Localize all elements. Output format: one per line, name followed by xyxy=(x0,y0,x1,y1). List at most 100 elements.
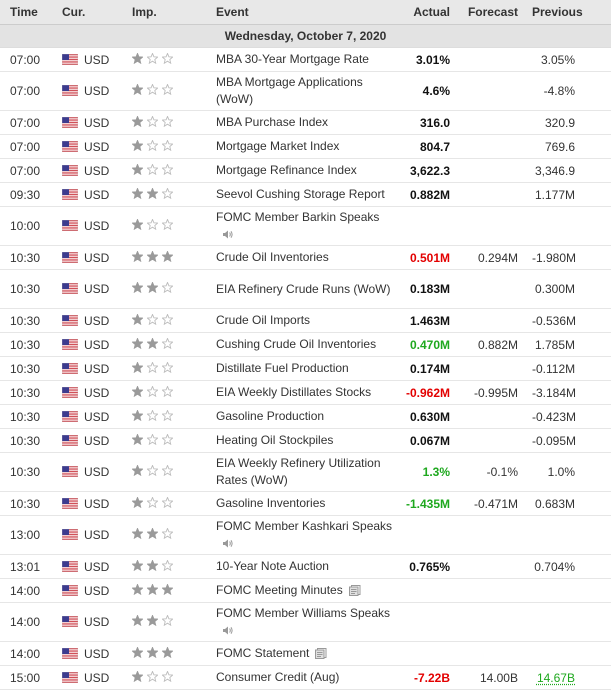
event-cell[interactable]: Gasoline Inventories xyxy=(216,491,394,516)
event-row[interactable]: 14:00 USD FOMC Member Williams Speaks xyxy=(0,602,611,642)
event-name[interactable]: EIA Weekly Distillates Stocks xyxy=(216,385,372,399)
event-cell[interactable]: Heating Oil Stockpiles xyxy=(216,428,394,453)
star-empty-icon xyxy=(147,139,158,151)
event-name[interactable]: FOMC Member Kashkari Speaks xyxy=(216,519,393,533)
event-cell[interactable]: Seevol Cushing Storage Report xyxy=(216,182,394,207)
event-name[interactable]: MBA Mortgage Applications (WoW) xyxy=(216,75,363,106)
event-name[interactable]: Gasoline Inventories xyxy=(216,496,326,510)
event-row[interactable]: 10:30 USD EIA Refinery Crude Runs (WoW) 0.1… xyxy=(0,269,611,309)
actual-value: 0.765% xyxy=(394,554,460,579)
event-row[interactable]: 13:01 USD 10-Year Note Auction 0.765% 0.704% xyxy=(0,554,611,579)
event-row[interactable]: 10:30 USD EIA Weekly Refinery Utilization … xyxy=(0,452,611,492)
importance-stars xyxy=(132,528,173,539)
event-name[interactable]: Cushing Crude Oil Inventories xyxy=(216,337,377,351)
event-row[interactable]: 10:30 USD Crude Oil Imports 1.463M -0.536M xyxy=(0,308,611,333)
event-cell[interactable]: Consumer Credit (Aug) xyxy=(216,665,394,690)
event-name[interactable]: Distillate Fuel Production xyxy=(216,361,349,375)
event-name[interactable]: FOMC Member Barkin Speaks xyxy=(216,210,380,224)
event-cell[interactable]: Crude Oil Imports xyxy=(216,308,394,333)
event-name[interactable]: FOMC Member Williams Speaks xyxy=(216,606,391,620)
importance-cell xyxy=(132,269,216,309)
event-cell[interactable]: EIA Refinery Crude Runs (WoW) xyxy=(216,269,394,309)
forecast-header[interactable]: Forecast xyxy=(460,0,532,25)
event-name[interactable]: FOMC Statement xyxy=(216,646,310,660)
event-cell[interactable]: FOMC Meeting Minutes xyxy=(216,578,394,603)
event-cell[interactable]: Gasoline Production xyxy=(216,404,394,429)
event-cell[interactable]: FOMC Member Williams Speaks xyxy=(216,602,394,642)
event-cell[interactable]: FOMC Member Barkin Speaks xyxy=(216,206,394,246)
event-row[interactable]: 13:00 USD FOMC Member Kashkari Speaks xyxy=(0,515,611,555)
event-cell[interactable]: MBA 30-Year Mortgage Rate xyxy=(216,47,394,72)
event-cell[interactable]: EIA Weekly Refinery Utilization Rates (W… xyxy=(216,452,394,492)
previous-cell: -1.980M xyxy=(532,245,611,270)
event-cell[interactable]: Mortgage Refinance Index xyxy=(216,158,394,183)
event-row[interactable]: 10:30 USD Heating Oil Stockpiles 0.067M -0.0… xyxy=(0,428,611,453)
event-cell[interactable]: 10-Year Note Auction xyxy=(216,554,394,579)
star-empty-icon xyxy=(162,313,173,325)
event-name[interactable]: MBA Purchase Index xyxy=(216,115,329,129)
event-cell[interactable]: Crude Oil Inventories xyxy=(216,245,394,270)
actual-header[interactable]: Actual xyxy=(394,0,460,25)
document-icon[interactable] xyxy=(348,585,361,596)
importance-cell xyxy=(132,380,216,405)
importance-stars xyxy=(132,361,173,373)
event-name[interactable]: MBA 30-Year Mortgage Rate xyxy=(216,52,369,66)
previous-header[interactable]: Previous xyxy=(532,0,611,25)
document-icon[interactable] xyxy=(315,648,327,659)
event-row[interactable]: 14:00 USD FOMC Meeting Minutes xyxy=(0,578,611,603)
event-row[interactable]: 07:00 USD MBA Mortgage Applications (WoW) 4… xyxy=(0,71,611,111)
event-cell[interactable]: MBA Purchase Index xyxy=(216,110,394,135)
event-row[interactable]: 07:00 USD Mortgage Refinance Index 3,622.3 3… xyxy=(0,158,611,183)
star-filled-icon xyxy=(132,583,143,595)
event-name[interactable]: Consumer Credit (Aug) xyxy=(216,670,340,684)
event-row[interactable]: 10:30 USD Gasoline Inventories -1.435M -0.47… xyxy=(0,491,611,516)
event-name[interactable]: Mortgage Refinance Index xyxy=(216,163,357,177)
forecast-value xyxy=(460,182,532,207)
event-row[interactable]: 10:30 USD Gasoline Production 0.630M -0.423M xyxy=(0,404,611,429)
event-row[interactable]: 07:00 USD MBA 30-Year Mortgage Rate 3.01% 3.… xyxy=(0,47,611,72)
event-row[interactable]: 10:30 USD Cushing Crude Oil Inventories 0.4… xyxy=(0,332,611,357)
date-row: Wednesday, October 7, 2020 xyxy=(0,24,611,48)
event-name[interactable]: 10-Year Note Auction xyxy=(216,559,329,573)
actual-value xyxy=(394,206,460,246)
speaker-icon[interactable] xyxy=(222,538,234,549)
event-name[interactable]: Crude Oil Inventories xyxy=(216,250,329,264)
previous-cell: -0.112M xyxy=(532,356,611,381)
previous-cell xyxy=(532,602,611,642)
previous-cell: 1.177M xyxy=(532,182,611,207)
importance-cell xyxy=(132,245,216,270)
time-header[interactable]: Time xyxy=(0,0,62,25)
event-name[interactable]: Crude Oil Imports xyxy=(216,313,311,327)
importance-cell xyxy=(132,404,216,429)
forecast-value xyxy=(460,71,532,111)
event-cell[interactable]: Mortgage Market Index xyxy=(216,134,394,159)
event-name[interactable]: EIA Weekly Refinery Utilization Rates (W… xyxy=(216,456,381,487)
event-row[interactable]: 07:00 USD MBA Purchase Index 316.0 320.9 xyxy=(0,110,611,135)
event-row[interactable]: 07:00 USD Mortgage Market Index 804.7 769.6 xyxy=(0,134,611,159)
event-cell[interactable]: MBA Mortgage Applications (WoW) xyxy=(216,71,394,111)
event-row[interactable]: 14:00 USD FOMC Statement xyxy=(0,641,611,666)
event-header[interactable]: Event xyxy=(216,0,394,25)
event-cell[interactable]: FOMC Statement xyxy=(216,641,394,666)
event-name[interactable]: Heating Oil Stockpiles xyxy=(216,433,334,447)
event-row[interactable]: 09:30 USD Seevol Cushing Storage Report 0.8… xyxy=(0,182,611,207)
event-row[interactable]: 10:30 USD EIA Weekly Distillates Stocks -0.… xyxy=(0,380,611,405)
event-cell[interactable]: Cushing Crude Oil Inventories xyxy=(216,332,394,357)
event-name[interactable]: FOMC Meeting Minutes xyxy=(216,583,343,597)
event-cell[interactable]: FOMC Member Kashkari Speaks xyxy=(216,515,394,555)
event-row[interactable]: 10:30 USD Crude Oil Inventories 0.501M 0.294… xyxy=(0,245,611,270)
event-cell[interactable]: EIA Weekly Distillates Stocks xyxy=(216,380,394,405)
event-name[interactable]: Mortgage Market Index xyxy=(216,139,340,153)
speaker-icon[interactable] xyxy=(222,625,234,636)
importance-header[interactable]: Imp. xyxy=(132,0,216,25)
event-row[interactable]: 10:00 USD FOMC Member Barkin Speaks xyxy=(0,206,611,246)
event-name[interactable]: Gasoline Production xyxy=(216,409,325,423)
event-name[interactable]: EIA Refinery Crude Runs (WoW) xyxy=(216,281,391,296)
event-row[interactable]: 10:30 USD Distillate Fuel Production 0.174M… xyxy=(0,356,611,381)
star-filled-icon xyxy=(147,559,158,571)
currency-header[interactable]: Cur. xyxy=(62,0,132,25)
event-row[interactable]: 15:00 USD Consumer Credit (Aug) -7.22B 14.00… xyxy=(0,665,611,690)
speaker-icon[interactable] xyxy=(222,229,234,240)
event-cell[interactable]: Distillate Fuel Production xyxy=(216,356,394,381)
event-name[interactable]: Seevol Cushing Storage Report xyxy=(216,187,385,201)
